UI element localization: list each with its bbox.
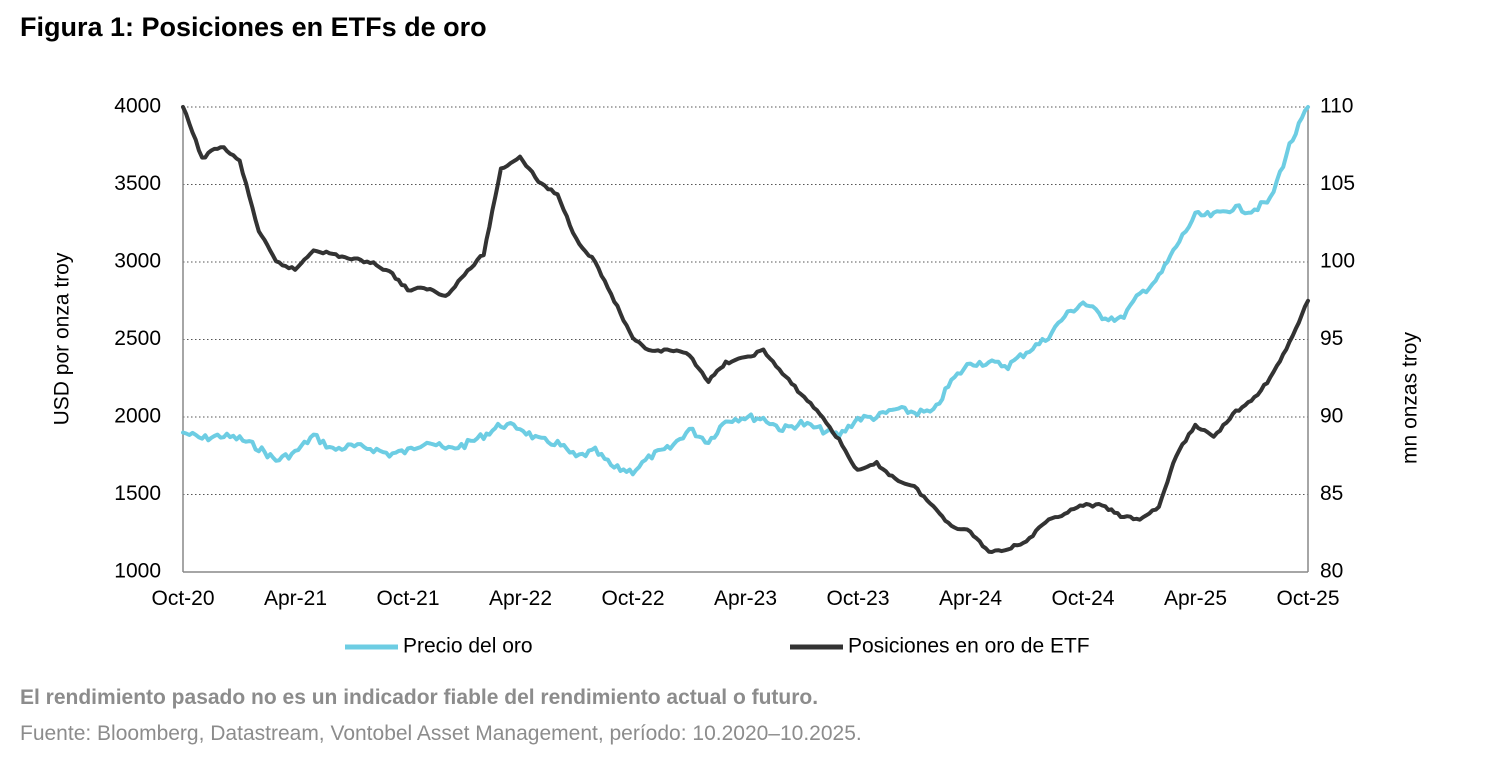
left-tick-label: 2500 bbox=[114, 327, 161, 350]
right-tick-label: 95 bbox=[1320, 327, 1343, 350]
right-tick-label: 85 bbox=[1320, 482, 1343, 505]
grid-lines bbox=[183, 106, 1308, 495]
legend: Precio del oro Posiciones en oro de ETF bbox=[345, 635, 1090, 658]
x-tick-label: Apr-22 bbox=[489, 587, 552, 610]
chart-title: Figura 1: Posiciones en ETFs de oro bbox=[20, 12, 487, 42]
x-tick-label: Apr-24 bbox=[939, 587, 1002, 610]
right-axis-label: mn onzas troy bbox=[1399, 332, 1422, 464]
x-tick-label: Oct-24 bbox=[1051, 587, 1114, 610]
left-tick-label: 1000 bbox=[114, 560, 161, 583]
etf-holdings-series-line bbox=[181, 105, 1310, 554]
series-layer bbox=[181, 105, 1310, 554]
x-tick-label: Oct-22 bbox=[601, 587, 664, 610]
x-tick-label: Apr-23 bbox=[714, 587, 777, 610]
x-tick-label: Apr-25 bbox=[1164, 587, 1227, 610]
x-tick-label: Apr-21 bbox=[264, 587, 327, 610]
x-ticks: Oct-20 Apr-21 Oct-21 Apr-22 Oct-22 Apr-23 Oct-… bbox=[151, 587, 1339, 610]
legend-label-etf-holdings: Posiciones en oro de ETF bbox=[848, 635, 1090, 658]
source-note: Fuente: Bloomberg, Datastream, Vontobel … bbox=[20, 722, 862, 745]
right-tick-label: 80 bbox=[1320, 560, 1343, 583]
left-tick-label: 3000 bbox=[114, 250, 161, 273]
left-axis-label: USD por onza troy bbox=[51, 252, 74, 425]
left-y-ticks: 4000 3500 3000 2500 2000 1500 1000 bbox=[114, 95, 161, 583]
x-tick-label: Oct-21 bbox=[376, 587, 439, 610]
right-y-ticks: 110 105 100 95 90 85 80 bbox=[1320, 95, 1355, 583]
disclaimer-note: El rendimiento pasado no es un indicador… bbox=[20, 686, 819, 709]
right-tick-label: 105 bbox=[1320, 172, 1355, 195]
x-tick-label: Oct-23 bbox=[826, 587, 889, 610]
left-tick-label: 3500 bbox=[114, 172, 161, 195]
right-tick-label: 90 bbox=[1320, 405, 1343, 428]
right-tick-label: 110 bbox=[1320, 95, 1353, 118]
legend-label-gold-price: Precio del oro bbox=[403, 635, 533, 658]
right-tick-label: 100 bbox=[1320, 250, 1355, 273]
left-tick-label: 2000 bbox=[114, 405, 161, 428]
x-tick-label: Oct-20 bbox=[151, 587, 214, 610]
gold-price-series-line bbox=[181, 105, 1310, 477]
x-tick-label: Oct-25 bbox=[1276, 587, 1339, 610]
left-tick-label: 1500 bbox=[114, 482, 161, 505]
left-tick-label: 4000 bbox=[114, 95, 161, 118]
